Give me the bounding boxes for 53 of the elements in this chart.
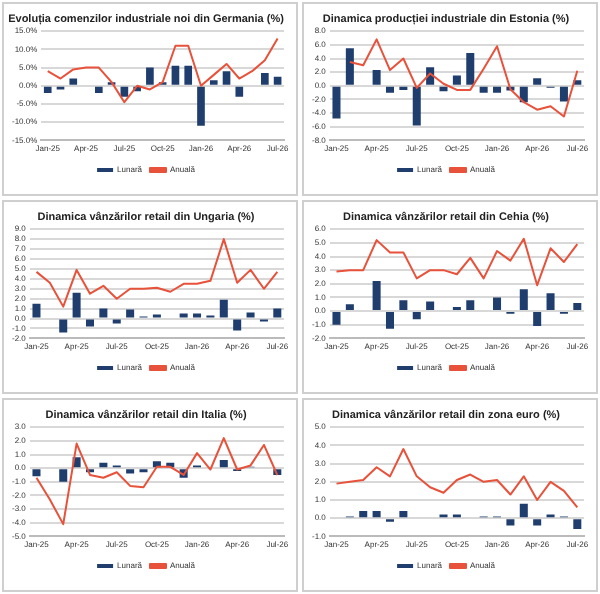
bar [412, 86, 421, 126]
bar [246, 312, 255, 318]
bar [222, 71, 231, 85]
bar [372, 281, 381, 311]
bar [546, 293, 555, 311]
bar [372, 70, 381, 85]
bar [573, 302, 582, 311]
bar [94, 86, 103, 94]
bar [519, 503, 528, 518]
bar [99, 308, 108, 318]
bar [426, 301, 435, 311]
bar [466, 53, 475, 85]
bar [493, 86, 502, 93]
bar [533, 519, 542, 526]
bar [146, 67, 154, 85]
bar [533, 312, 542, 327]
bar [219, 299, 228, 318]
bar [493, 297, 502, 311]
bar [479, 86, 488, 93]
bar [171, 65, 180, 85]
bar [69, 78, 78, 85]
bar [439, 86, 448, 92]
bar [184, 65, 193, 85]
bar [506, 519, 515, 526]
bar [273, 308, 282, 318]
bar [197, 86, 205, 126]
bar [466, 300, 475, 311]
bar [345, 304, 354, 311]
bar [332, 86, 341, 119]
bar [359, 510, 368, 518]
bar [332, 312, 341, 325]
bar [399, 510, 408, 518]
bar [533, 78, 542, 85]
bar [385, 86, 395, 93]
bar [519, 289, 528, 311]
bar [59, 319, 68, 333]
bar [412, 312, 421, 320]
bar [372, 510, 381, 518]
bar [72, 292, 81, 318]
bar [233, 319, 242, 331]
bar [385, 312, 395, 329]
bar [573, 519, 582, 530]
bar [345, 48, 354, 85]
bar [126, 309, 135, 318]
bar [399, 300, 408, 311]
bar [32, 303, 41, 318]
bar [452, 75, 461, 85]
bar [261, 73, 269, 85]
bar [43, 86, 52, 94]
bar [273, 76, 282, 85]
bar [235, 86, 244, 97]
bar [559, 86, 568, 102]
bar [519, 86, 528, 103]
